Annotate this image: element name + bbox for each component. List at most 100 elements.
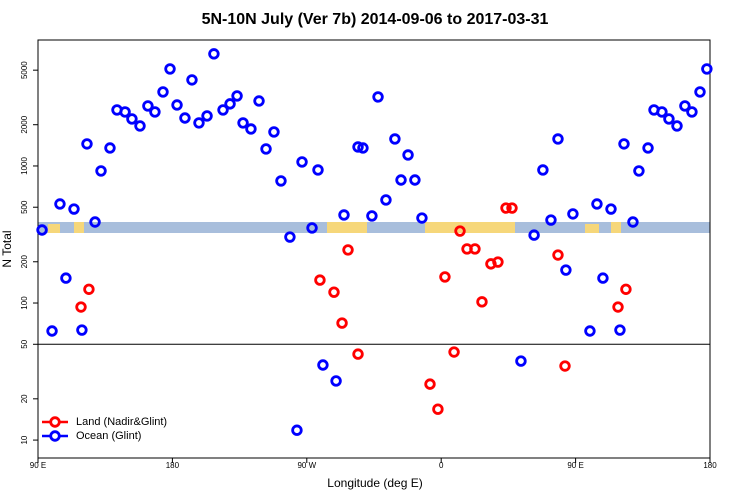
point (224, 98, 236, 110)
y-tick-label: 2000 (20, 115, 29, 133)
x-axis-label: Longitude (deg E) (327, 476, 422, 490)
y-tick-label: 5000 (20, 61, 29, 79)
point (54, 198, 66, 210)
point (352, 141, 364, 153)
y-tick-label: 50 (20, 339, 29, 348)
point (694, 86, 706, 98)
point (253, 95, 265, 107)
point (75, 301, 87, 313)
y-tick-label: 20 (20, 394, 29, 403)
plot-frame (37, 39, 711, 459)
point (618, 138, 630, 150)
point (584, 325, 596, 337)
point (416, 212, 428, 224)
x-tick-label: 90 W (297, 461, 316, 470)
point (284, 231, 296, 243)
point (245, 123, 257, 135)
y-tick-label: 10 (20, 435, 29, 444)
point (671, 120, 683, 132)
point (614, 324, 626, 336)
x-tick-label: 180 (166, 461, 180, 470)
point (597, 272, 609, 284)
x-tick-label: 90 E (567, 461, 583, 470)
y-axis-label: N Total (0, 230, 14, 267)
point (432, 403, 444, 415)
point (217, 104, 229, 116)
point (328, 286, 340, 298)
point (68, 203, 80, 215)
point (95, 165, 107, 177)
point (83, 283, 95, 295)
point (366, 210, 378, 222)
x-tick-label: 0 (439, 461, 444, 470)
point (476, 296, 488, 308)
chart-title: 5N-10N July (Ver 7b) 2014-09-06 to 2017-… (202, 11, 549, 28)
point (352, 348, 364, 360)
point (260, 143, 272, 155)
point (306, 222, 318, 234)
point (402, 149, 414, 161)
point (179, 112, 191, 124)
point (186, 74, 198, 86)
legend-label: Ocean (Glint) (76, 430, 141, 442)
point (157, 86, 169, 98)
point (679, 100, 691, 112)
point (193, 117, 205, 129)
point (633, 165, 645, 177)
point (338, 209, 350, 221)
point (627, 216, 639, 228)
y-tick-label: 100 (20, 296, 29, 310)
point (424, 378, 436, 390)
y-tick-label: 1000 (20, 157, 29, 175)
point (591, 198, 603, 210)
point (663, 113, 675, 125)
point (439, 271, 451, 283)
point (342, 244, 354, 256)
point (492, 256, 504, 268)
point (104, 142, 116, 154)
point (620, 283, 632, 295)
point (134, 120, 146, 132)
point (605, 203, 617, 215)
point (36, 224, 48, 236)
point (268, 126, 280, 138)
point (164, 63, 176, 75)
point (454, 225, 466, 237)
land-mask-strip (38, 222, 710, 233)
point (314, 274, 326, 286)
point (380, 194, 392, 206)
point (317, 359, 329, 371)
point (389, 133, 401, 145)
point (312, 164, 324, 176)
legend-marker (49, 430, 61, 442)
point (171, 99, 183, 111)
point (372, 91, 384, 103)
point (552, 133, 564, 145)
point (149, 106, 161, 118)
x-tick-label: 180 (703, 461, 717, 470)
point (409, 174, 421, 186)
point (201, 110, 213, 122)
point (612, 301, 624, 313)
point (642, 142, 654, 154)
point (336, 317, 348, 329)
point (330, 375, 342, 387)
point (231, 90, 243, 102)
point (545, 214, 557, 226)
point (275, 175, 287, 187)
x-tick-label: 90 E (30, 461, 46, 470)
legend-marker (49, 416, 61, 428)
y-tick-label: 500 (20, 200, 29, 214)
point (60, 272, 72, 284)
point (500, 202, 512, 214)
point (528, 229, 540, 241)
point (76, 324, 88, 336)
point (656, 106, 668, 118)
point (559, 360, 571, 372)
point (142, 100, 154, 112)
point (701, 63, 713, 75)
point (560, 264, 572, 276)
point (357, 142, 369, 154)
point (291, 424, 303, 436)
